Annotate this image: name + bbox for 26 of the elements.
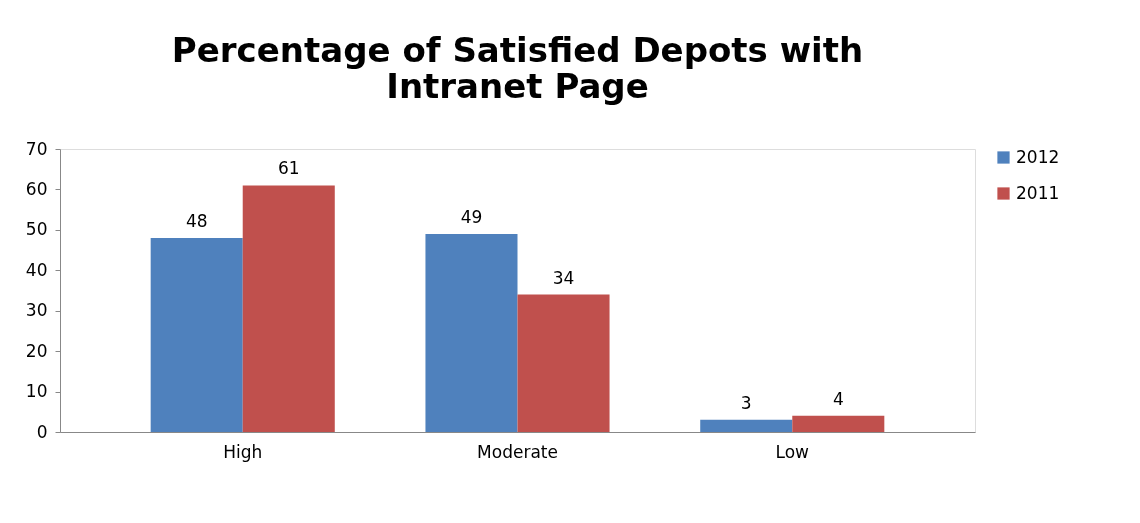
y-tick-label: 70 [25,138,48,159]
bar [242,185,335,432]
bar [792,415,885,432]
chart-title: Percentage of Satisfied Depots with Intranet Page [171,30,864,106]
legend-label: 2011 [1016,182,1060,203]
y-tick-label: 20 [25,340,48,361]
y-tick-label: 10 [25,381,48,402]
x-tick-label: High [223,441,263,462]
bar [150,237,243,432]
data-label: 61 [277,158,300,179]
bar [425,233,518,432]
x-tick-label: Low [775,441,810,462]
y-tick-label: 0 [36,421,48,442]
data-label: 4 [832,388,844,409]
x-tick-label: Moderate [477,441,558,462]
y-tick-label: 60 [25,178,48,199]
bar [700,419,793,432]
data-label: 3 [740,392,752,413]
y-tick-label: 30 [25,300,48,321]
legend-label: 2012 [1016,146,1060,167]
y-tick-label: 50 [25,219,48,240]
y-tick-label: 40 [25,259,48,280]
data-label: 49 [460,206,483,227]
data-label: 34 [552,267,575,288]
bar [517,294,610,432]
data-label: 48 [185,210,208,231]
